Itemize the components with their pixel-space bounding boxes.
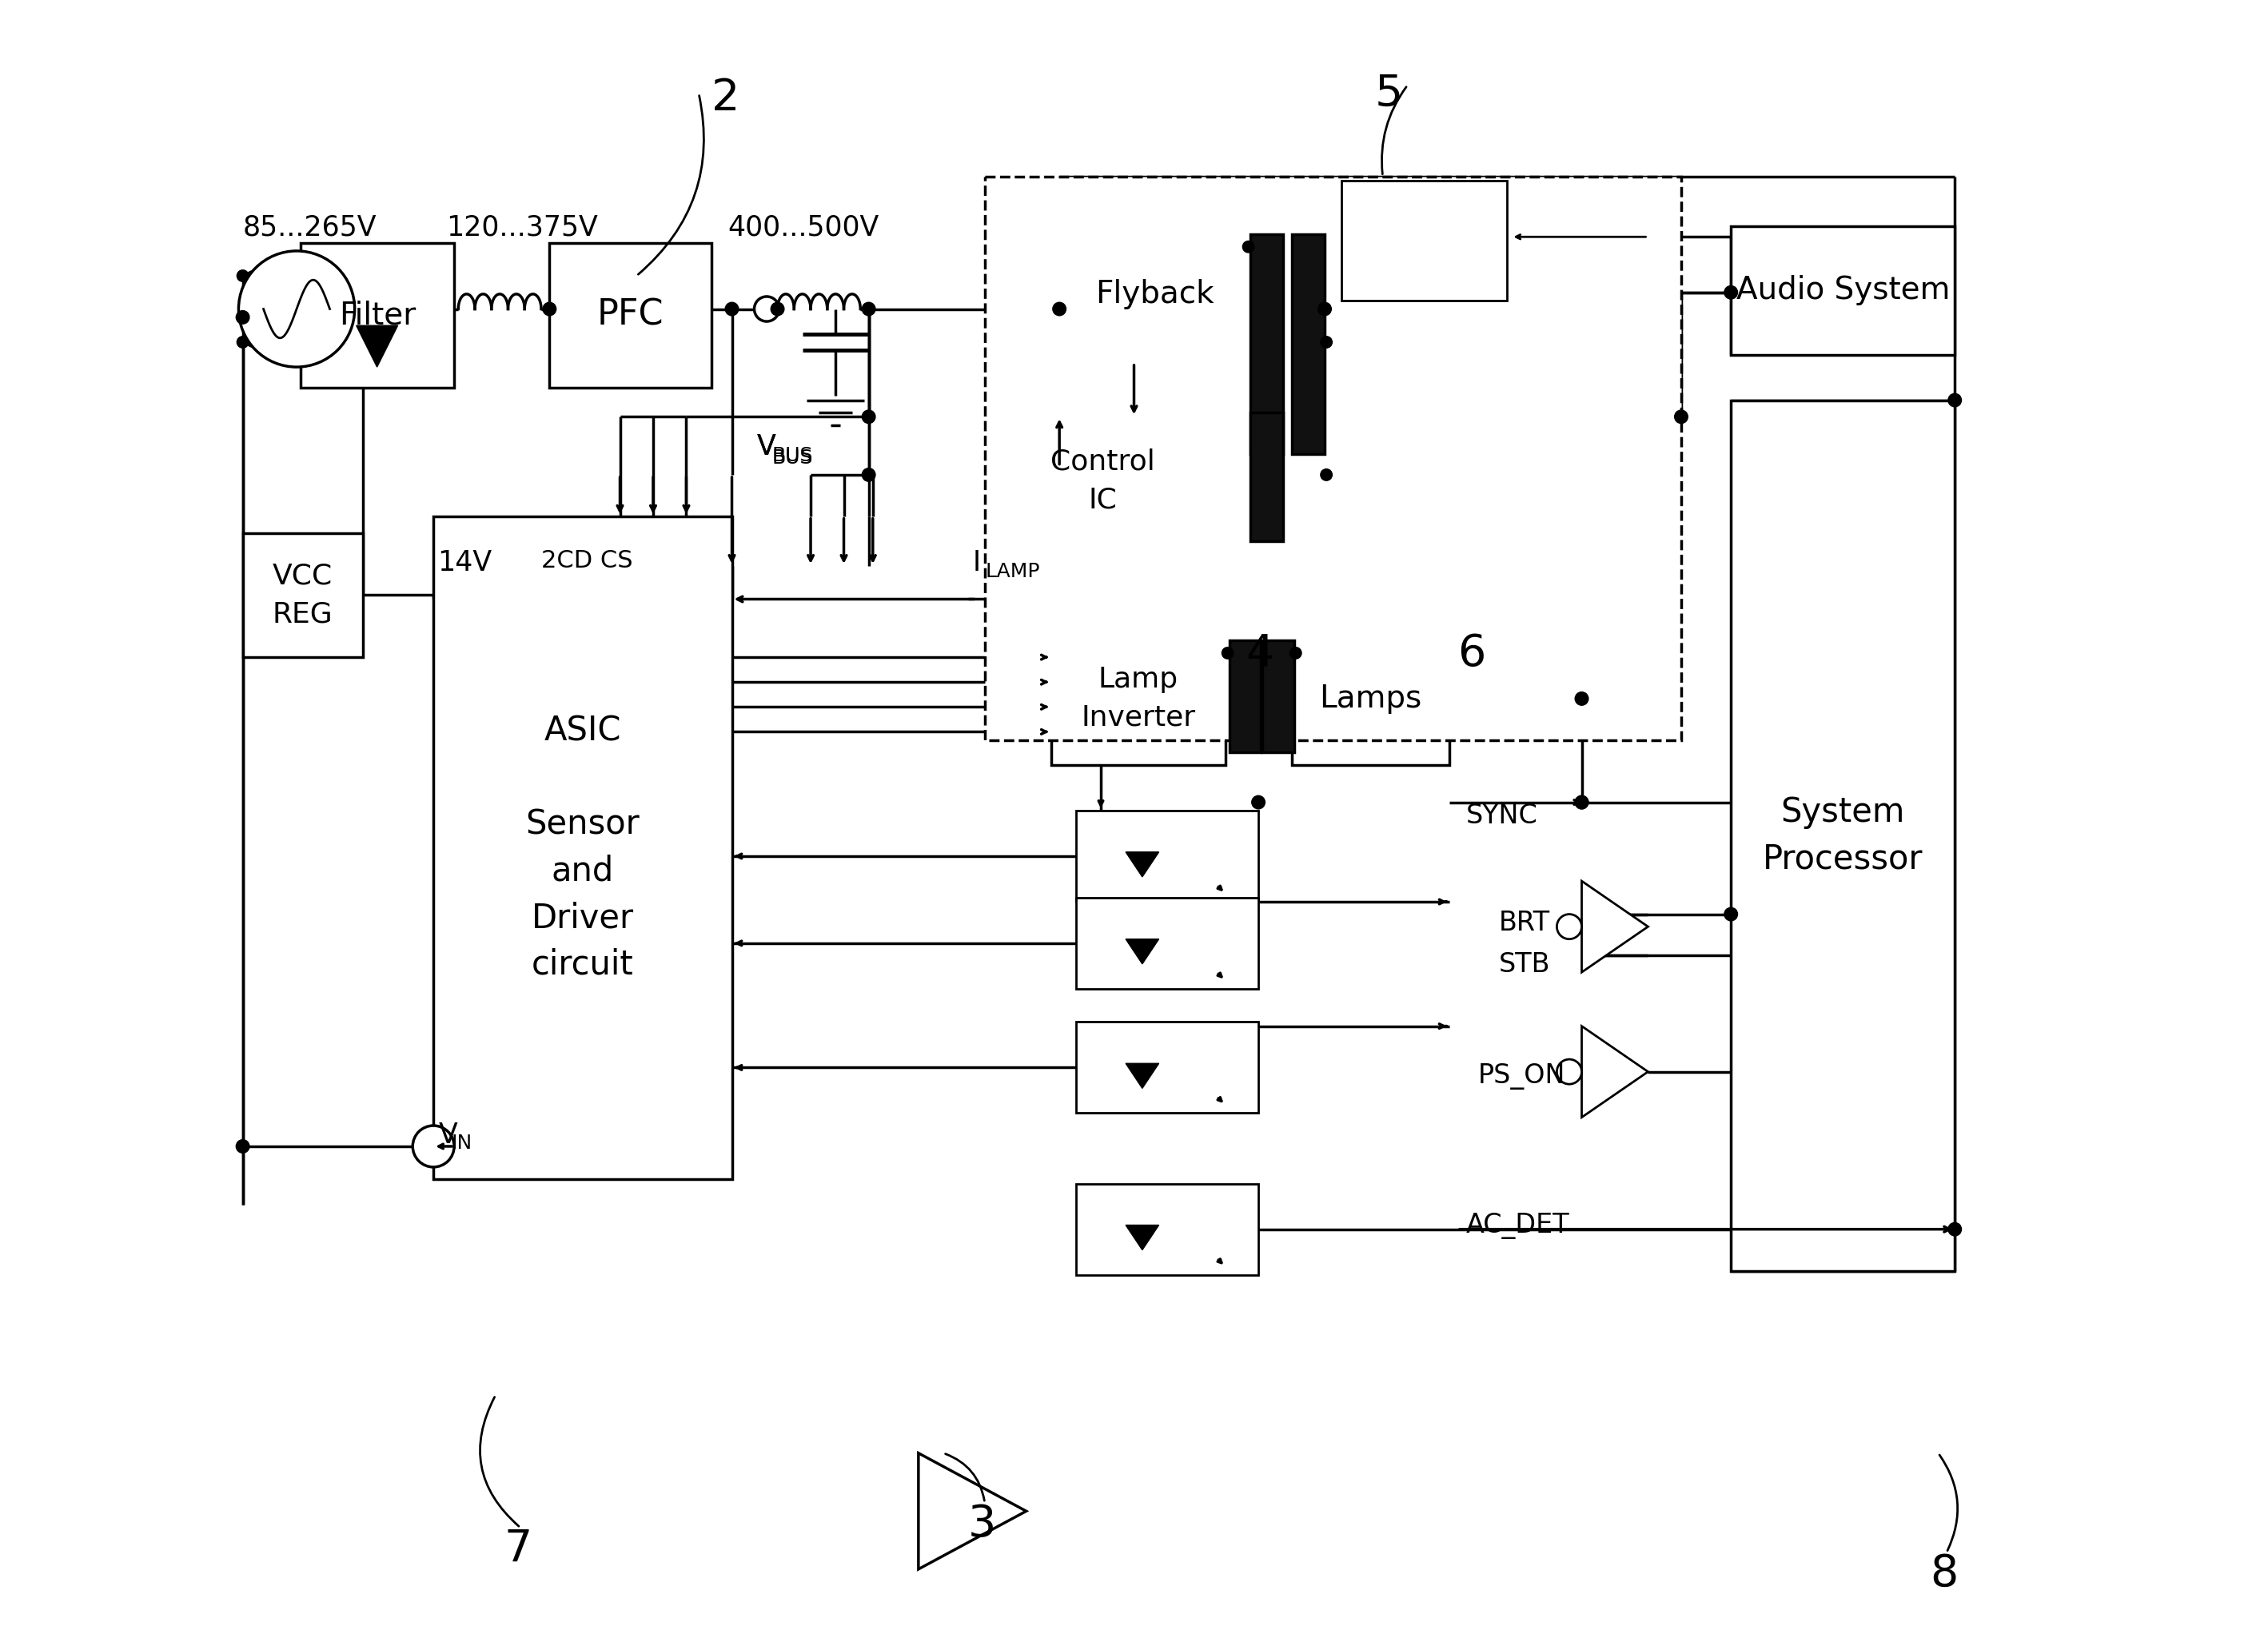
Text: Lamps: Lamps (1320, 683, 1422, 714)
Text: 3: 3 (968, 1503, 996, 1546)
Text: BUS: BUS (771, 448, 812, 467)
Text: Control
IC: Control IC (1050, 448, 1154, 514)
Text: V: V (758, 433, 776, 461)
Circle shape (1318, 303, 1331, 316)
Bar (1075, 810, 1259, 902)
Text: 6: 6 (1458, 632, 1486, 675)
Bar (433, 517, 733, 1180)
Circle shape (236, 336, 249, 347)
Text: Lamp
Inverter: Lamp Inverter (1082, 667, 1195, 731)
Circle shape (1556, 914, 1581, 940)
Circle shape (236, 311, 249, 324)
Bar (1290, 234, 1325, 454)
Text: Flyback: Flyback (1095, 280, 1213, 309)
Text: 14V: 14V (438, 550, 492, 576)
Text: 85...265V: 85...265V (243, 214, 376, 240)
Polygon shape (1125, 940, 1159, 965)
Text: System
Processor: System Processor (1762, 795, 1923, 876)
Bar (1014, 416, 1193, 545)
Text: 4: 4 (1245, 632, 1275, 675)
Text: SYNC: SYNC (1465, 802, 1538, 828)
Circle shape (1674, 410, 1687, 423)
Text: 7: 7 (503, 1527, 533, 1570)
Text: 2: 2 (712, 77, 739, 120)
Circle shape (1556, 1060, 1581, 1085)
Circle shape (1574, 795, 1588, 808)
Text: 2CD CS: 2CD CS (542, 550, 633, 573)
Polygon shape (1581, 881, 1649, 973)
Circle shape (1252, 795, 1266, 808)
Circle shape (238, 250, 354, 367)
Text: V: V (758, 433, 776, 461)
Circle shape (1320, 336, 1331, 347)
Text: VCC
REG: VCC REG (272, 563, 333, 627)
Bar (549, 242, 712, 388)
Circle shape (236, 270, 249, 281)
Text: STB: STB (1499, 951, 1551, 978)
Polygon shape (919, 1453, 1025, 1569)
Text: 8: 8 (1930, 1552, 1957, 1595)
Text: ASIC

Sensor
and
Driver
circuit: ASIC Sensor and Driver circuit (526, 714, 640, 981)
Text: 400...500V: 400...500V (728, 214, 880, 240)
Bar (1730, 400, 1955, 1271)
Text: IN: IN (451, 1134, 472, 1154)
Circle shape (1320, 469, 1331, 481)
Circle shape (413, 1126, 454, 1167)
Bar (984, 176, 1681, 741)
Polygon shape (1125, 1063, 1159, 1088)
Bar (1730, 226, 1955, 354)
Text: PFC: PFC (596, 298, 665, 332)
Bar (1075, 1183, 1259, 1276)
Circle shape (1052, 303, 1066, 316)
Circle shape (862, 467, 875, 481)
Text: BRT: BRT (1499, 910, 1549, 937)
Bar (1050, 632, 1225, 765)
Bar (1059, 226, 1250, 362)
Circle shape (1574, 691, 1588, 704)
Text: AC_DET: AC_DET (1465, 1213, 1569, 1239)
Text: PS_ON: PS_ON (1479, 1063, 1565, 1090)
Polygon shape (1125, 853, 1159, 877)
Circle shape (236, 1139, 249, 1152)
Polygon shape (356, 326, 397, 367)
Bar (1075, 1022, 1259, 1113)
Circle shape (1243, 240, 1254, 252)
Polygon shape (1125, 1225, 1159, 1249)
Circle shape (862, 410, 875, 423)
Bar (1263, 640, 1295, 752)
Bar (1250, 234, 1284, 454)
Circle shape (1948, 393, 1962, 407)
Text: BUS: BUS (771, 446, 812, 464)
Circle shape (1574, 795, 1588, 808)
Circle shape (1948, 1223, 1962, 1236)
Text: LAMP: LAMP (987, 561, 1041, 581)
Text: I: I (973, 550, 980, 576)
Bar (1340, 181, 1508, 301)
Bar (1290, 632, 1449, 765)
Text: Audio System: Audio System (1735, 275, 1950, 306)
Circle shape (862, 303, 875, 316)
Circle shape (1290, 647, 1302, 658)
Text: 5: 5 (1374, 72, 1402, 115)
Polygon shape (1581, 1025, 1649, 1118)
Bar (302, 242, 454, 388)
Bar (1250, 413, 1284, 542)
Text: 120...375V: 120...375V (447, 214, 596, 240)
Bar (1229, 640, 1261, 752)
Circle shape (1724, 286, 1737, 300)
Text: V: V (438, 1121, 458, 1149)
Circle shape (726, 303, 739, 316)
Circle shape (542, 303, 556, 316)
Circle shape (1724, 907, 1737, 920)
Bar (243, 533, 363, 657)
Circle shape (771, 303, 785, 316)
Circle shape (755, 296, 780, 321)
Text: Filter: Filter (338, 300, 415, 331)
Circle shape (1222, 647, 1234, 658)
Bar (1075, 897, 1259, 989)
